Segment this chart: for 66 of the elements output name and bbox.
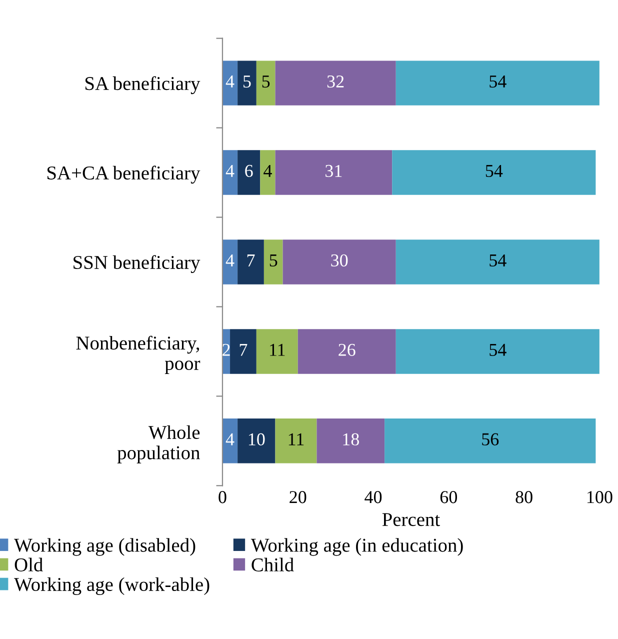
legend-label: Old [14,558,43,572]
bar [238,150,260,195]
bar [238,418,276,464]
data-label: 54 [490,254,506,267]
data-label: 56 [482,433,499,446]
y-tick-label: Nonbeneficiary, poor [76,336,200,374]
data-label: 32 [327,75,344,88]
bar [392,150,596,195]
x-tick-label: 80 [516,491,532,504]
x-tick-label: 20 [290,491,306,504]
bar [222,418,238,464]
y-tick-label: SA beneficiary [85,76,200,94]
bar [396,60,600,106]
bar [275,418,317,464]
data-label: 5 [270,254,278,267]
legend-label: Child [252,558,294,572]
data-label: 4 [226,254,234,266]
data-label: 54 [486,164,503,178]
data-label: 4 [226,164,234,177]
data-label: 5 [244,76,251,88]
x-tick-label: 40 [364,491,382,504]
bar [222,150,238,195]
x-axis-title: Percent [382,513,440,526]
data-label: 2 [222,344,230,356]
bar [260,150,276,195]
bar [396,329,600,374]
x-tick-label: 0 [218,491,226,504]
data-label: 4 [226,76,234,88]
bar [238,240,264,284]
bar [316,418,385,464]
bar [282,240,396,284]
data-label: 4 [226,433,234,446]
data-label: 10 [248,433,265,446]
bar [264,240,283,284]
data-label: 6 [245,164,253,178]
bar [384,418,596,464]
data-label: 18 [343,433,359,446]
bar [275,150,392,195]
data-label: 4 [264,164,272,177]
data-label: 31 [326,164,342,178]
legend-label: Working age (disabled) [14,538,196,556]
bar [256,60,276,106]
data-label: 54 [490,344,506,356]
legend-label: Working age (in education) [250,538,463,556]
data-label: 5 [262,76,270,88]
bar [230,329,256,374]
x-tick-label: 60 [440,491,458,504]
bar [238,60,256,106]
data-label: 26 [338,344,356,356]
bar [222,60,238,106]
bar [256,329,298,374]
x-tick-label: 100 [588,491,612,504]
data-label: 7 [240,344,248,356]
bar [298,329,396,374]
data-label: 11 [270,344,285,356]
bar [396,240,600,284]
y-tick-label: Whole population [117,425,200,464]
data-label: 11 [288,433,304,446]
bar [222,240,238,284]
legend-label: Working age (work-able) [14,577,210,596]
bar [275,60,396,106]
data-label: 54 [490,76,506,88]
y-tick-label: SSN beneficiary [74,255,200,274]
y-tick-label: SA+CA beneficiary [47,166,200,184]
data-label: 7 [247,254,255,266]
data-label: 30 [331,254,348,267]
